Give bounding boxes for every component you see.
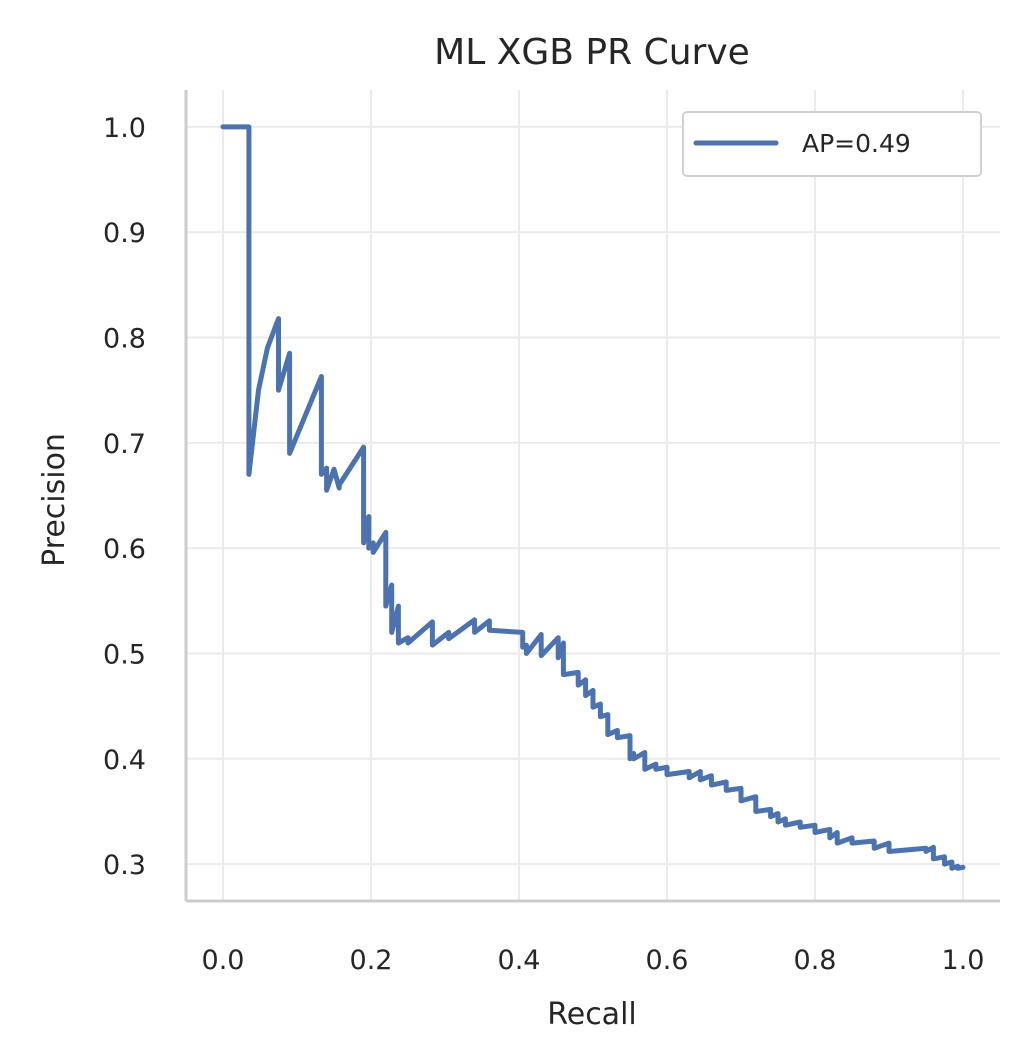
legend-box [682,111,982,177]
y-tick-label: 0.5 [103,639,146,670]
axis-spines [184,90,1000,903]
x-tick-label: 1.0 [942,945,985,976]
y-tick-label: 0.8 [103,324,146,355]
tick-labels: 0.0 0.2 0.4 0.6 0.8 1.0 0.3 0.4 0.5 0.6 0.7 0.8 0.9 1… [103,113,984,976]
y-tick-label: 1.0 [103,113,146,144]
legend: AP=0.49 [682,111,982,177]
y-axis-title: Precision [37,433,72,567]
chart-title: ML XGB PR Curve [434,32,750,73]
x-axis-title: Recall [547,997,637,1032]
x-tick-label: 0.6 [646,945,689,976]
x-tick-label: 0.4 [498,945,541,976]
y-tick-label: 0.4 [103,745,146,776]
series-lines [220,124,966,871]
y-tick-label: 0.6 [103,534,146,565]
grid-lines [186,90,1000,901]
series-line-0 [220,124,966,871]
x-tick-label: 0.8 [794,945,837,976]
y-tick-label: 0.3 [103,850,146,881]
x-tick-label: 0.2 [350,945,393,976]
legend-label: AP=0.49 [802,129,911,158]
y-tick-label: 0.7 [103,429,146,460]
x-tick-label: 0.0 [202,945,245,976]
y-tick-label: 0.9 [103,218,146,249]
